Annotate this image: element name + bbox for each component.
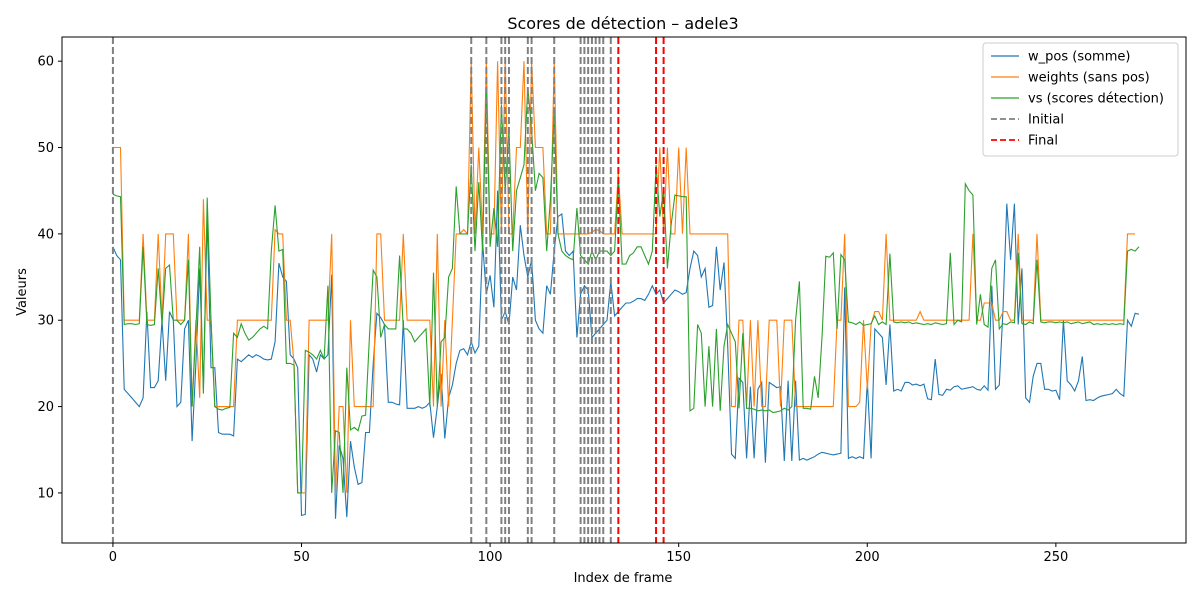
series-line-2 xyxy=(112,61,1136,494)
legend-label-3: vs (scores détection) xyxy=(1028,92,1164,107)
y-tick-label-40: 40 xyxy=(37,227,54,242)
legend-label-1: w_pos (somme) xyxy=(1028,50,1130,65)
chart-title: Scores de détection – adele3 xyxy=(507,14,738,33)
axes: 0 50 100 150 200 250 10 20 30 40 50 60 xyxy=(37,36,1187,565)
legend-box xyxy=(982,42,1179,157)
y-tick-label-50: 50 xyxy=(37,141,54,156)
x-tick-label-200: 200 xyxy=(855,550,880,565)
y-tick-label-10: 10 xyxy=(37,486,54,501)
x-tick-label-100: 100 xyxy=(478,550,503,565)
legend-label-5: Final xyxy=(1028,134,1058,149)
plot-area xyxy=(111,37,1140,543)
x-tick-label-150: 150 xyxy=(666,550,691,565)
plot-content xyxy=(111,37,1140,543)
plot-frame xyxy=(61,36,1187,544)
x-tick-label-50: 50 xyxy=(293,550,310,565)
x-tick-label-250: 250 xyxy=(1043,550,1068,565)
y-tick-label-20: 20 xyxy=(37,400,54,415)
series-line-3 xyxy=(112,87,1140,494)
legend-label-4: Initial xyxy=(1028,113,1064,128)
series-line-1 xyxy=(112,190,1140,519)
y-axis-label: Valeurs xyxy=(15,268,30,316)
legend: w_pos (somme) weights (sans pos) vs (score… xyxy=(982,42,1179,157)
legend-label-2: weights (sans pos) xyxy=(1028,71,1150,86)
x-tick-label-0: 0 xyxy=(109,550,117,565)
x-axis-label: Index de frame xyxy=(574,571,673,586)
y-tick-label-30: 30 xyxy=(37,314,54,329)
y-tick-label-60: 60 xyxy=(37,55,54,70)
